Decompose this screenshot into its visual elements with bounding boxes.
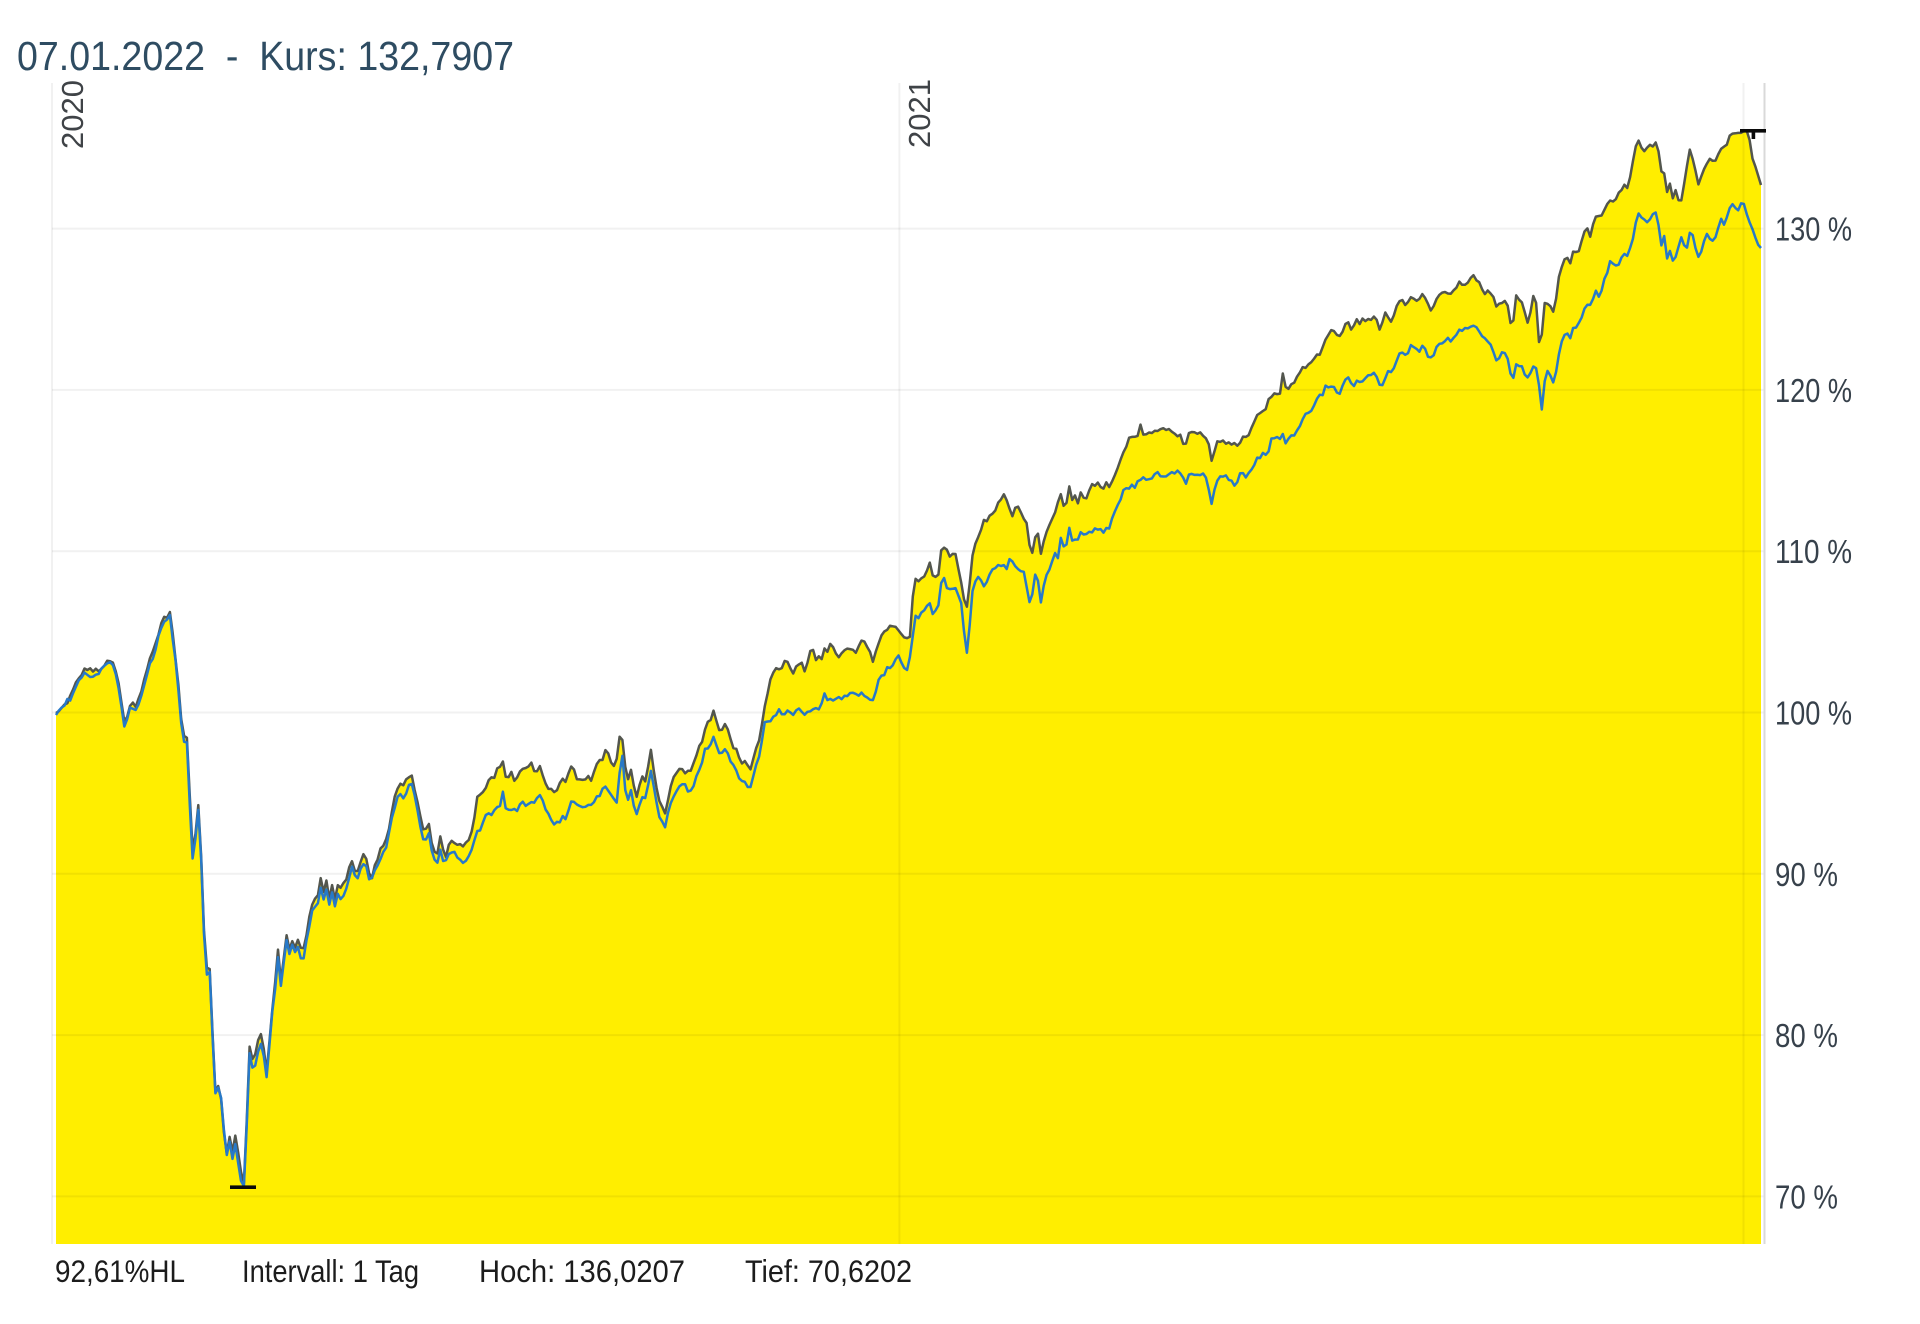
- svg-text:2021: 2021: [902, 79, 937, 148]
- svg-text:110 %: 110 %: [1775, 533, 1852, 570]
- svg-text:07.01.2022 - Kurs: 132,7907: 07.01.2022 - Kurs: 132,7907: [17, 33, 514, 79]
- svg-text:70 %: 70 %: [1775, 1178, 1838, 1215]
- svg-text:120 %: 120 %: [1775, 372, 1852, 409]
- svg-text:130 %: 130 %: [1775, 211, 1852, 248]
- svg-text:80 %: 80 %: [1775, 1017, 1838, 1054]
- svg-text:Hoch: 136,0207: Hoch: 136,0207: [479, 1253, 685, 1289]
- svg-text:90 %: 90 %: [1775, 856, 1838, 893]
- svg-text:92,61%HL: 92,61%HL: [55, 1253, 185, 1289]
- svg-text:2020: 2020: [55, 80, 90, 149]
- svg-text:100 %: 100 %: [1775, 695, 1852, 732]
- svg-text:Tief: 70,6202: Tief: 70,6202: [745, 1253, 912, 1289]
- svg-text:Intervall: 1 Tag: Intervall: 1 Tag: [242, 1253, 419, 1289]
